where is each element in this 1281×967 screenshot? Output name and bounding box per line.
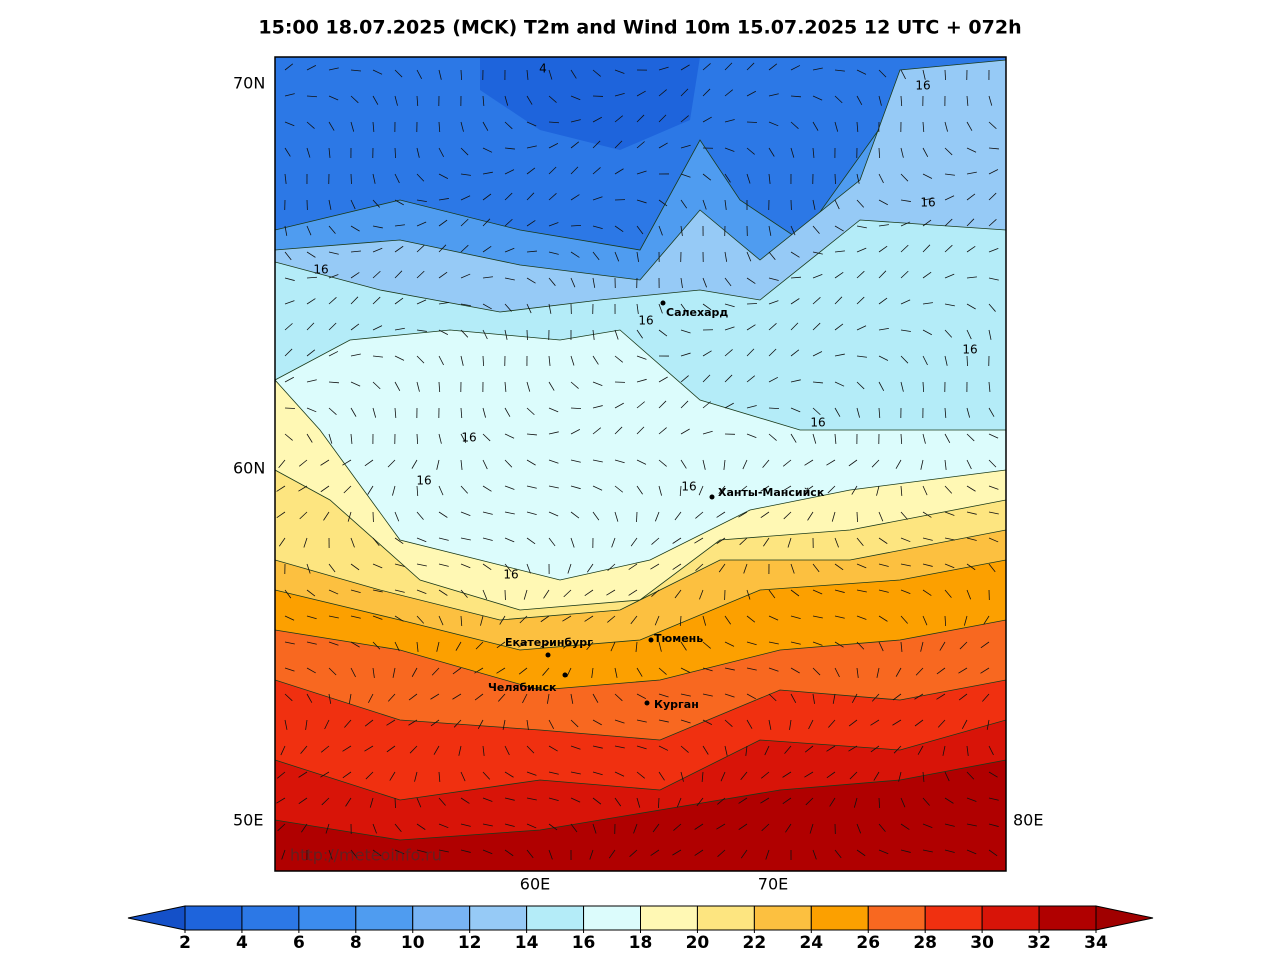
contour-label: 16 (313, 263, 328, 277)
lon-label: 70E (758, 875, 788, 894)
colorbar-segment (584, 906, 641, 930)
city-dot (645, 701, 650, 706)
colorbar-segment (811, 906, 868, 930)
wind-barb (747, 122, 757, 123)
wind-barb (285, 408, 295, 409)
colorbar-tick-label: 4 (236, 933, 248, 953)
wind-barb (967, 356, 968, 366)
colorbar-tick-label: 18 (629, 933, 653, 953)
city-label: Челябинск (488, 681, 557, 694)
colorbar-under (128, 906, 185, 930)
colorbar-tick-label: 32 (1027, 933, 1051, 953)
colorbar-segment (242, 906, 299, 930)
colorbar-tick-label: 6 (293, 933, 305, 953)
colorbar-tick-label: 16 (572, 933, 596, 953)
contour-label: 16 (416, 474, 431, 488)
contour-label: 4 (539, 62, 547, 76)
colorbar-tick-label: 14 (515, 933, 539, 953)
colorbar-segment (697, 906, 754, 930)
lon-label: 80E (1013, 811, 1043, 830)
wind-barb (747, 303, 757, 304)
wind-barb (835, 174, 836, 184)
colorbar-segment (925, 906, 982, 930)
colorbar-tick-label: 12 (458, 933, 482, 953)
colorbar-segment (641, 906, 698, 930)
colorbar-segment (1039, 906, 1096, 930)
wind-barb (395, 798, 396, 808)
colorbar-segment (982, 906, 1039, 930)
map-area: Салехард Ханты-Мансийск Екатеринбург Тюмень… (275, 57, 1006, 871)
colorbar-tick-label: 26 (856, 933, 880, 953)
city-dot (649, 638, 654, 643)
colorbar-tick-label: 2 (179, 933, 191, 953)
city-label: Тюмень (654, 632, 703, 645)
colorbar-segment (413, 906, 470, 930)
colorbar-tick-label: 30 (970, 933, 994, 953)
colorbar-segment (299, 906, 356, 930)
colorbar-tick-label: 8 (350, 933, 362, 953)
contour-label: 16 (461, 431, 476, 445)
lat-label: 70N (233, 74, 265, 93)
colorbar-segment (527, 906, 584, 930)
city-dot (563, 673, 568, 678)
wind-barb (857, 512, 858, 522)
colorbar-tick-label: 34 (1084, 933, 1108, 953)
lat-label: 60N (233, 459, 265, 478)
city-label: Салехард (666, 306, 728, 319)
colorbar-segment (470, 906, 527, 930)
colorbar-tick-label: 24 (799, 933, 823, 953)
colorbar-segment (868, 906, 925, 930)
colorbar-tick-label: 22 (743, 933, 767, 953)
colorbar-tick-label: 20 (686, 933, 710, 953)
city-label: Ханты-Мансийск (718, 486, 825, 499)
city-dot (546, 653, 551, 658)
contour-label: 16 (638, 314, 653, 328)
lon-label: 50E (233, 811, 263, 830)
city-dot (710, 495, 715, 500)
contour-label: 16 (503, 568, 518, 582)
city-dot (661, 301, 666, 306)
watermark: http://meteoinfo.ru (290, 846, 442, 865)
contour-label: 16 (915, 79, 930, 93)
contour-label: 16 (962, 343, 977, 357)
contour-label: 16 (810, 416, 825, 430)
colorbar-segment (185, 906, 242, 930)
contour-label: 16 (920, 196, 935, 210)
colorbar-tick-label: 28 (913, 933, 937, 953)
colorbar-tick-label: 10 (401, 933, 425, 953)
city-label: Екатеринбург (505, 636, 593, 649)
colorbar-segment (356, 906, 413, 930)
lon-label: 60E (520, 875, 550, 894)
title: 15:00 18.07.2025 (MCK) T2m and Wind 10m … (258, 17, 1021, 39)
city-label: Курган (654, 698, 699, 711)
colorbar-over (1096, 906, 1153, 930)
contour-label: 16 (681, 480, 696, 494)
colorbar-segment (754, 906, 811, 930)
